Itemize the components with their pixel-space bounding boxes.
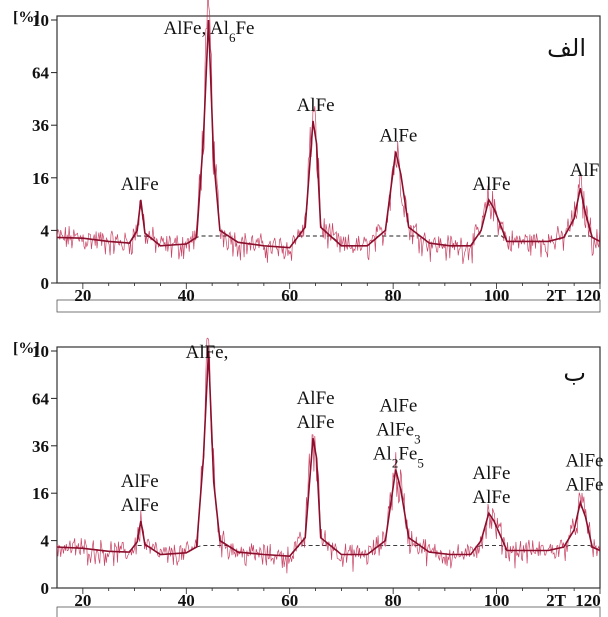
x-tick-label: 120 [575,591,601,610]
y-tick-label: 0 [41,579,50,598]
diffraction-noise [56,0,601,265]
panel-label: الف [547,34,586,62]
x-unit-label: 2T [546,591,567,610]
x-tick-label: 100 [484,286,510,305]
xrd-panel-1: 0 4 16 36 64 10[%] 20 40 60 80 100 120 2T الف AlFe AlFe… [13,0,601,313]
peak-label: AlFe, [186,342,229,363]
y-tick-label: 0 [41,274,50,293]
x-tick-label: 80 [385,286,402,305]
plot-frame [56,15,601,284]
plot-frame [56,346,601,589]
peak-label: AlFe [565,451,603,472]
y-unit-label: [%] [13,9,40,26]
y-tick-label: 4 [41,221,50,240]
y-tick-label: 64 [32,389,50,408]
peak-label: AlFe [379,126,417,147]
x-tick-label: 60 [281,286,298,305]
y-tick-label: 64 [32,64,50,83]
y-tick-label: 16 [32,484,49,503]
x-tick-label: 100 [484,591,510,610]
peak-label: AlFe [565,475,603,496]
peak-label: AlFe3 [376,420,421,447]
x-tick-label: 20 [74,591,91,610]
y-tick-label: 10 [32,342,49,361]
peak-label: AlFe, Al6Fe [163,18,254,45]
peak-label: AlFe [297,412,335,433]
peak-label: AlFe [121,495,159,516]
x-tick-label: 20 [74,286,91,305]
diffraction-noise [56,337,601,574]
peak-label: AlFe [472,463,510,484]
diffraction-line [56,350,601,558]
peak-label: AlFe [379,396,417,417]
panel-label: ب [563,359,586,387]
x-unit-label: 2T [546,286,567,305]
peak-label: AlFe [472,174,510,195]
axis-strip [56,299,601,313]
xrd-panel-2: 0 4 16 36 64 10[%] 20 40 60 80 100 120 2T ب AlFe AlFe Al… [13,337,603,617]
peak-label: AlF [570,160,600,181]
axis-strip [56,606,601,617]
y-unit-label: [%] [13,340,40,357]
x-tick-label: 80 [385,591,402,610]
x-tick-label: 120 [575,286,601,305]
x-tick-label: 40 [178,286,195,305]
x-tick-label: 60 [281,591,298,610]
peak-label: AlFe [297,388,335,409]
y-tick-label: 16 [32,169,49,188]
peak-label: AlFe [472,487,510,508]
peak-label: Al2Fe5 [373,444,424,471]
peak-label: AlFe [297,95,335,116]
x-tick-label: 40 [178,591,195,610]
peak-label: AlFe [121,174,159,195]
peak-label: AlFe [121,471,159,492]
y-tick-label: 36 [32,437,49,456]
y-tick-label: 10 [32,11,49,30]
y-tick-label: 36 [32,116,49,135]
diffraction-line [56,19,601,249]
y-tick-label: 4 [41,532,50,551]
